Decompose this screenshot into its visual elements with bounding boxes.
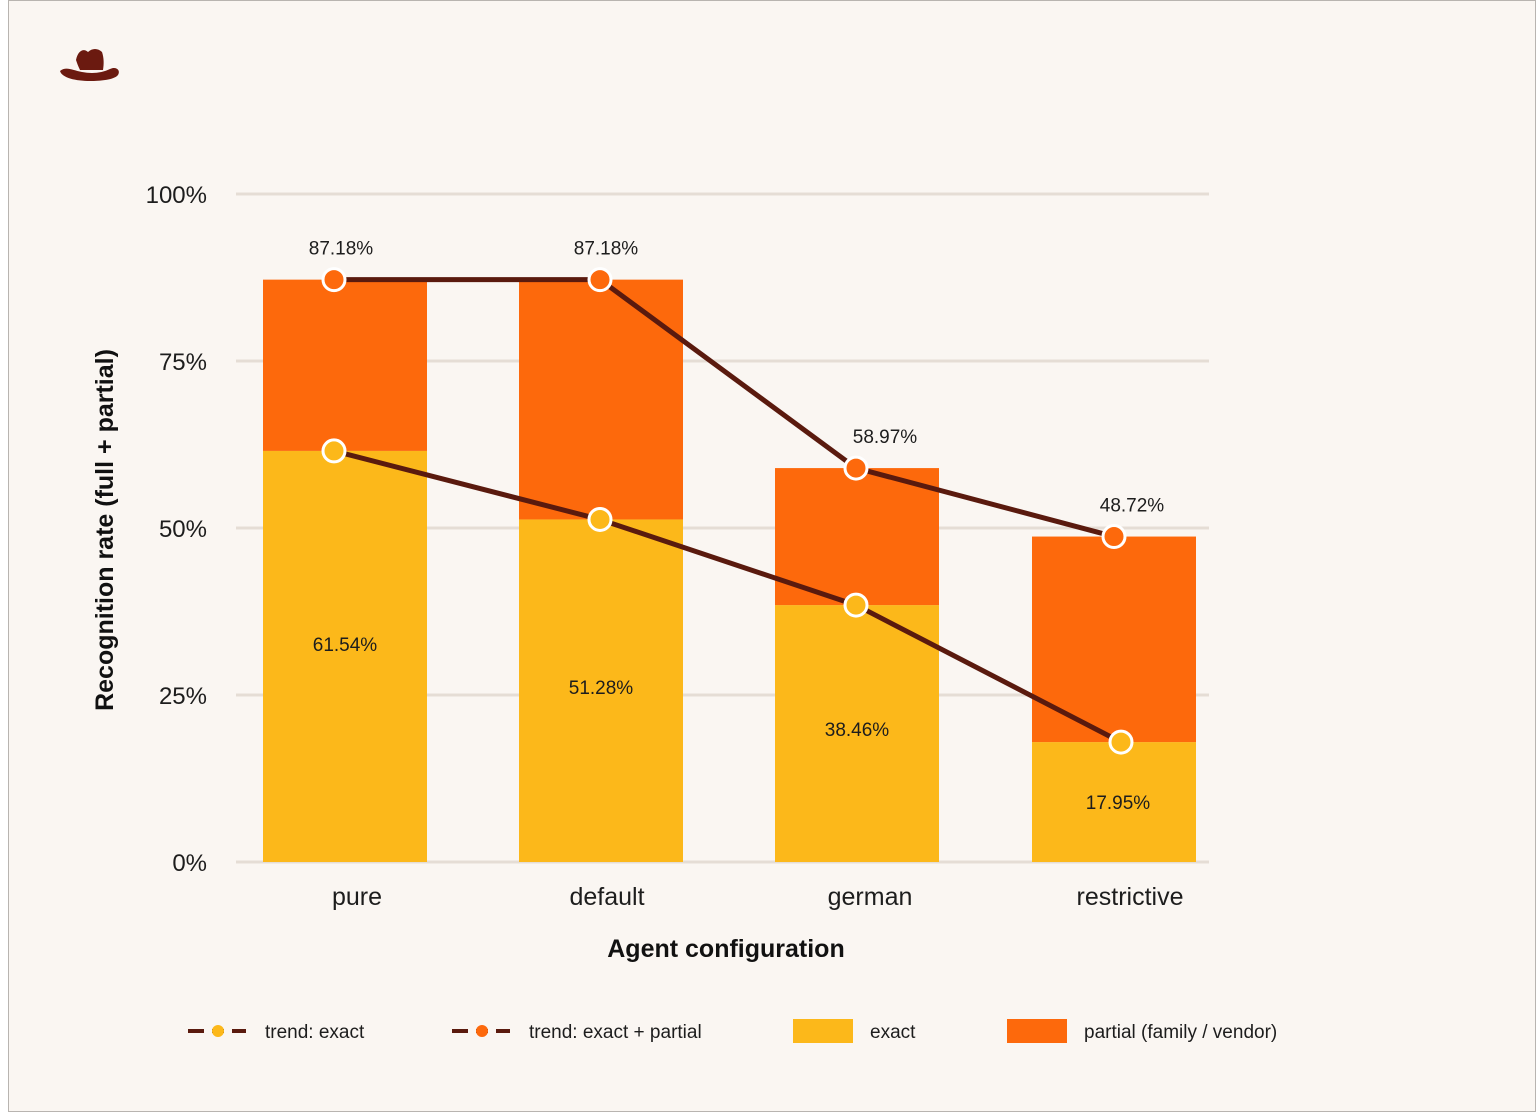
bar-exact — [263, 450, 427, 862]
trend-lines — [321, 267, 1134, 755]
trend-point-exact — [321, 438, 347, 464]
bar-partial — [519, 279, 683, 520]
y-tick-label: 75% — [159, 349, 207, 376]
total-value-label: 87.18% — [574, 239, 639, 260]
x-axis-categories: pure default german restrictive — [332, 883, 1184, 911]
bar-partial — [775, 468, 939, 606]
total-value-label: 87.18% — [309, 239, 374, 260]
y-axis-ticks: 0% 25% 50% 75% 100% — [146, 182, 207, 877]
exact-value-label: 38.46% — [825, 720, 890, 741]
legend-color-swatch — [793, 1019, 853, 1043]
exact-value-label: 61.54% — [313, 635, 378, 656]
legend-label: trend: exact + partial — [529, 1022, 702, 1043]
trend-point-exact — [843, 592, 869, 618]
y-tick-label: 100% — [146, 182, 207, 209]
chart-frame — [8, 0, 1536, 1112]
legend-label: trend: exact — [265, 1022, 365, 1043]
trend-line-exact — [333, 448, 1123, 745]
bars — [263, 279, 1196, 862]
data-labels: 61.54% 51.28% 38.46% 17.95% 87.18% 87.18% 58.9… — [309, 239, 1165, 814]
y-axis-title: Recognition rate (full + partial) — [91, 349, 119, 711]
legend-marker-swatch — [212, 1025, 224, 1037]
bar-exact — [775, 605, 939, 862]
trend-point-total — [843, 455, 869, 481]
trend-line-total — [334, 277, 1115, 539]
bar-exact — [1032, 742, 1196, 862]
trend-point-total — [587, 267, 613, 293]
legend-item-trend-exact: trend: exact — [188, 1022, 365, 1043]
x-category-label: restrictive — [1077, 883, 1184, 911]
x-category-label: default — [569, 883, 644, 911]
bar-exact — [519, 519, 683, 862]
trend-point-exact — [1108, 729, 1134, 755]
y-tick-label: 25% — [159, 683, 207, 710]
trend-point-exact — [587, 506, 613, 532]
y-tick-label: 0% — [172, 850, 207, 877]
legend-item-trend-total: trend: exact + partial — [452, 1022, 702, 1043]
trend-point-total — [1101, 524, 1127, 550]
total-value-label: 48.72% — [1100, 496, 1165, 517]
legend-item-exact: exact — [793, 1019, 916, 1043]
x-axis-title: Agent configuration — [607, 935, 844, 963]
total-value-label: 58.97% — [853, 427, 918, 448]
legend: trend: exact trend: exact + partial exact p… — [188, 1019, 1277, 1043]
legend-color-swatch — [1007, 1019, 1067, 1043]
exact-value-label: 51.28% — [569, 678, 634, 699]
cowboy-hat-icon — [60, 49, 119, 81]
x-category-label: pure — [332, 883, 382, 911]
bar-partial — [263, 279, 427, 451]
legend-label: exact — [870, 1022, 916, 1043]
legend-label: partial (family / vendor) — [1084, 1022, 1277, 1043]
trend-point-total — [321, 267, 347, 293]
x-category-label: german — [828, 883, 913, 911]
y-tick-label: 50% — [159, 516, 207, 543]
legend-marker-swatch — [476, 1025, 488, 1037]
exact-value-label: 17.95% — [1086, 793, 1151, 814]
legend-item-partial: partial (family / vendor) — [1007, 1019, 1277, 1043]
